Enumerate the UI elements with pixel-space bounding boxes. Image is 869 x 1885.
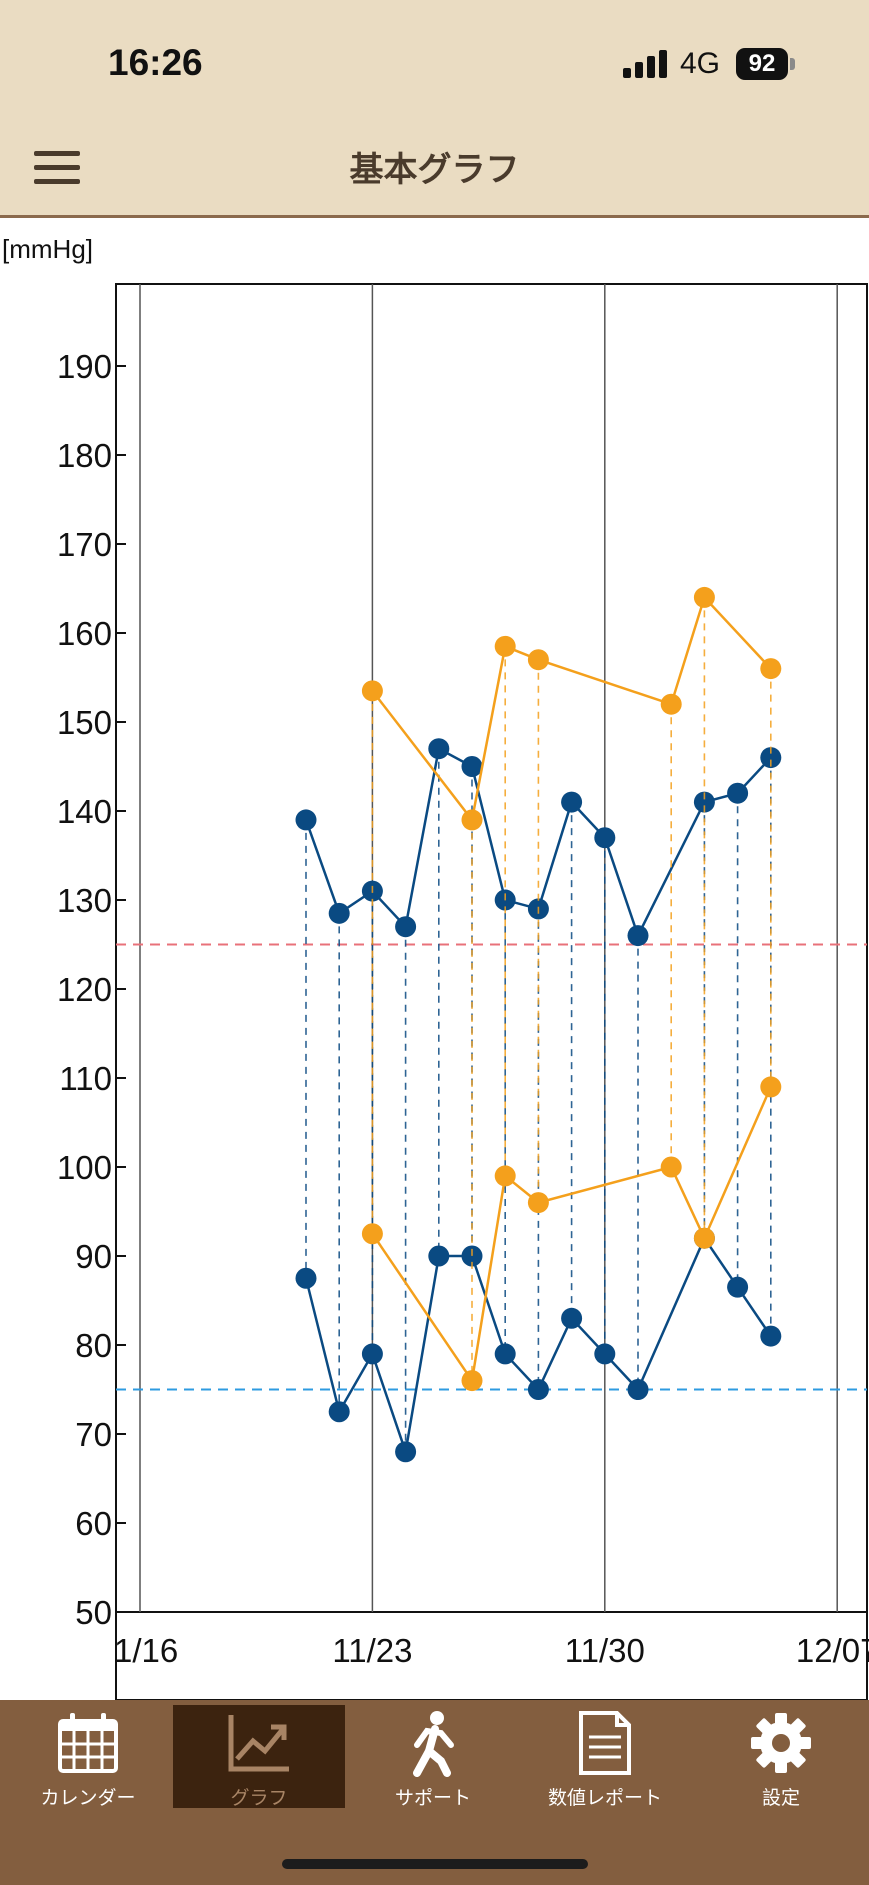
series-0-low-point — [395, 1441, 417, 1463]
y-tick-label: 190 — [57, 348, 112, 385]
series-1-low-point — [693, 1227, 715, 1249]
series-1-low-point — [361, 1223, 383, 1245]
y-tick-label: 160 — [57, 615, 112, 652]
status-bar: 16:26 4G 92 — [0, 0, 869, 125]
x-tick-label: 12/07 — [796, 1632, 869, 1669]
series-1-high-point — [660, 693, 682, 715]
x-tick-label: 11/23 — [332, 1632, 412, 1669]
series-1-low-point — [527, 1192, 549, 1214]
tab-calendar[interactable]: カレンダー — [2, 1705, 174, 1809]
report-document-icon — [579, 1711, 631, 1775]
x-tick-label: 1/16 — [114, 1632, 178, 1669]
series-1-high-point — [494, 635, 516, 657]
series-0-low-point — [494, 1343, 516, 1365]
plot-frame — [115, 283, 868, 1700]
blood-pressure-chart[interactable]: 50 60 70 80 90 100 110 120 130 140 150 160 170 180 190… — [0, 270, 869, 1700]
status-time: 16:26 — [108, 42, 203, 83]
series-0-low-point — [727, 1276, 749, 1298]
navigation-bar — [0, 125, 869, 218]
x-tick-label: 11/30 — [565, 1632, 645, 1669]
series-1-high-point — [693, 586, 715, 608]
series-0-high-point — [727, 782, 749, 804]
series-0-high-point — [561, 791, 583, 813]
tab-calendar-label: カレンダー — [40, 1787, 136, 1809]
walking-person-icon — [413, 1711, 454, 1777]
series-1-high-point — [361, 680, 383, 702]
tab-support-label: サポート — [394, 1787, 471, 1809]
series-1-low-point — [494, 1165, 516, 1187]
series-0-high-point — [428, 738, 450, 760]
series-0-low-point — [361, 1343, 383, 1365]
series-1-low-point — [760, 1076, 782, 1098]
hamburger-menu-icon[interactable] — [34, 151, 80, 185]
y-tick-label: 50 — [75, 1594, 112, 1631]
series-0-high-point — [693, 791, 715, 813]
signal-strength-icon — [623, 50, 667, 78]
calendar-icon — [58, 1713, 118, 1773]
battery-level: 92 — [736, 48, 788, 80]
y-tick-label: 140 — [57, 793, 112, 830]
page-title: 基本グラフ — [349, 150, 520, 190]
y-tick-label: 130 — [57, 882, 112, 919]
battery-cap-icon — [790, 58, 795, 70]
y-axis-unit-label: [mmHg] — [2, 234, 93, 264]
series-0-low-point — [760, 1325, 782, 1347]
y-tick-label: 170 — [57, 526, 112, 563]
series-0-high-point — [594, 827, 616, 849]
tab-report[interactable]: 数値レポート — [519, 1705, 691, 1809]
y-tick-label: 110 — [59, 1060, 112, 1097]
tab-graph[interactable]: グラフ — [173, 1705, 345, 1809]
series-0-low-point — [527, 1379, 549, 1400]
gear-icon — [751, 1713, 811, 1773]
y-tick-label: 150 — [57, 704, 112, 741]
tab-settings[interactable]: 設定 — [695, 1705, 867, 1809]
series-0-high-point — [461, 756, 483, 777]
series-0-low-point — [328, 1401, 350, 1423]
series-0-high-point — [295, 809, 317, 831]
series-0-low-line — [304, 1235, 772, 1453]
series-1-high-point — [461, 809, 483, 831]
graph-icon — [228, 1715, 289, 1772]
home-indicator — [282, 1859, 588, 1869]
y-tick-label: 120 — [57, 971, 112, 1008]
y-tick-label: 80 — [75, 1327, 112, 1364]
tab-graph-label: グラフ — [230, 1787, 288, 1809]
tab-report-label: 数値レポート — [547, 1787, 662, 1809]
series-0-low-point — [627, 1379, 649, 1400]
series-1-low-point — [461, 1370, 483, 1392]
series-0-low-point — [594, 1343, 616, 1365]
series-0-low-point — [561, 1307, 583, 1329]
y-tick-label: 90 — [75, 1238, 112, 1275]
series-1-low-point — [660, 1156, 682, 1178]
series-1-high-point — [760, 658, 782, 680]
series-1-high-point — [527, 649, 549, 671]
series-0-low-point — [461, 1245, 483, 1267]
series-0-low-point — [428, 1245, 450, 1267]
series-0-high-point — [760, 747, 782, 769]
tab-settings-label: 設定 — [761, 1787, 800, 1809]
y-tick-label: 60 — [75, 1505, 112, 1542]
series-0-high-point — [627, 925, 649, 947]
y-tick-label: 100 — [57, 1149, 112, 1186]
y-tick-label: 180 — [57, 437, 112, 474]
series-0-high-point — [395, 916, 417, 938]
series-0-low-point — [295, 1267, 317, 1289]
series-0-high-point — [328, 902, 350, 924]
network-type: 4G — [680, 47, 721, 80]
y-tick-label: 70 — [75, 1416, 112, 1453]
tab-support[interactable]: サポート — [347, 1705, 519, 1809]
